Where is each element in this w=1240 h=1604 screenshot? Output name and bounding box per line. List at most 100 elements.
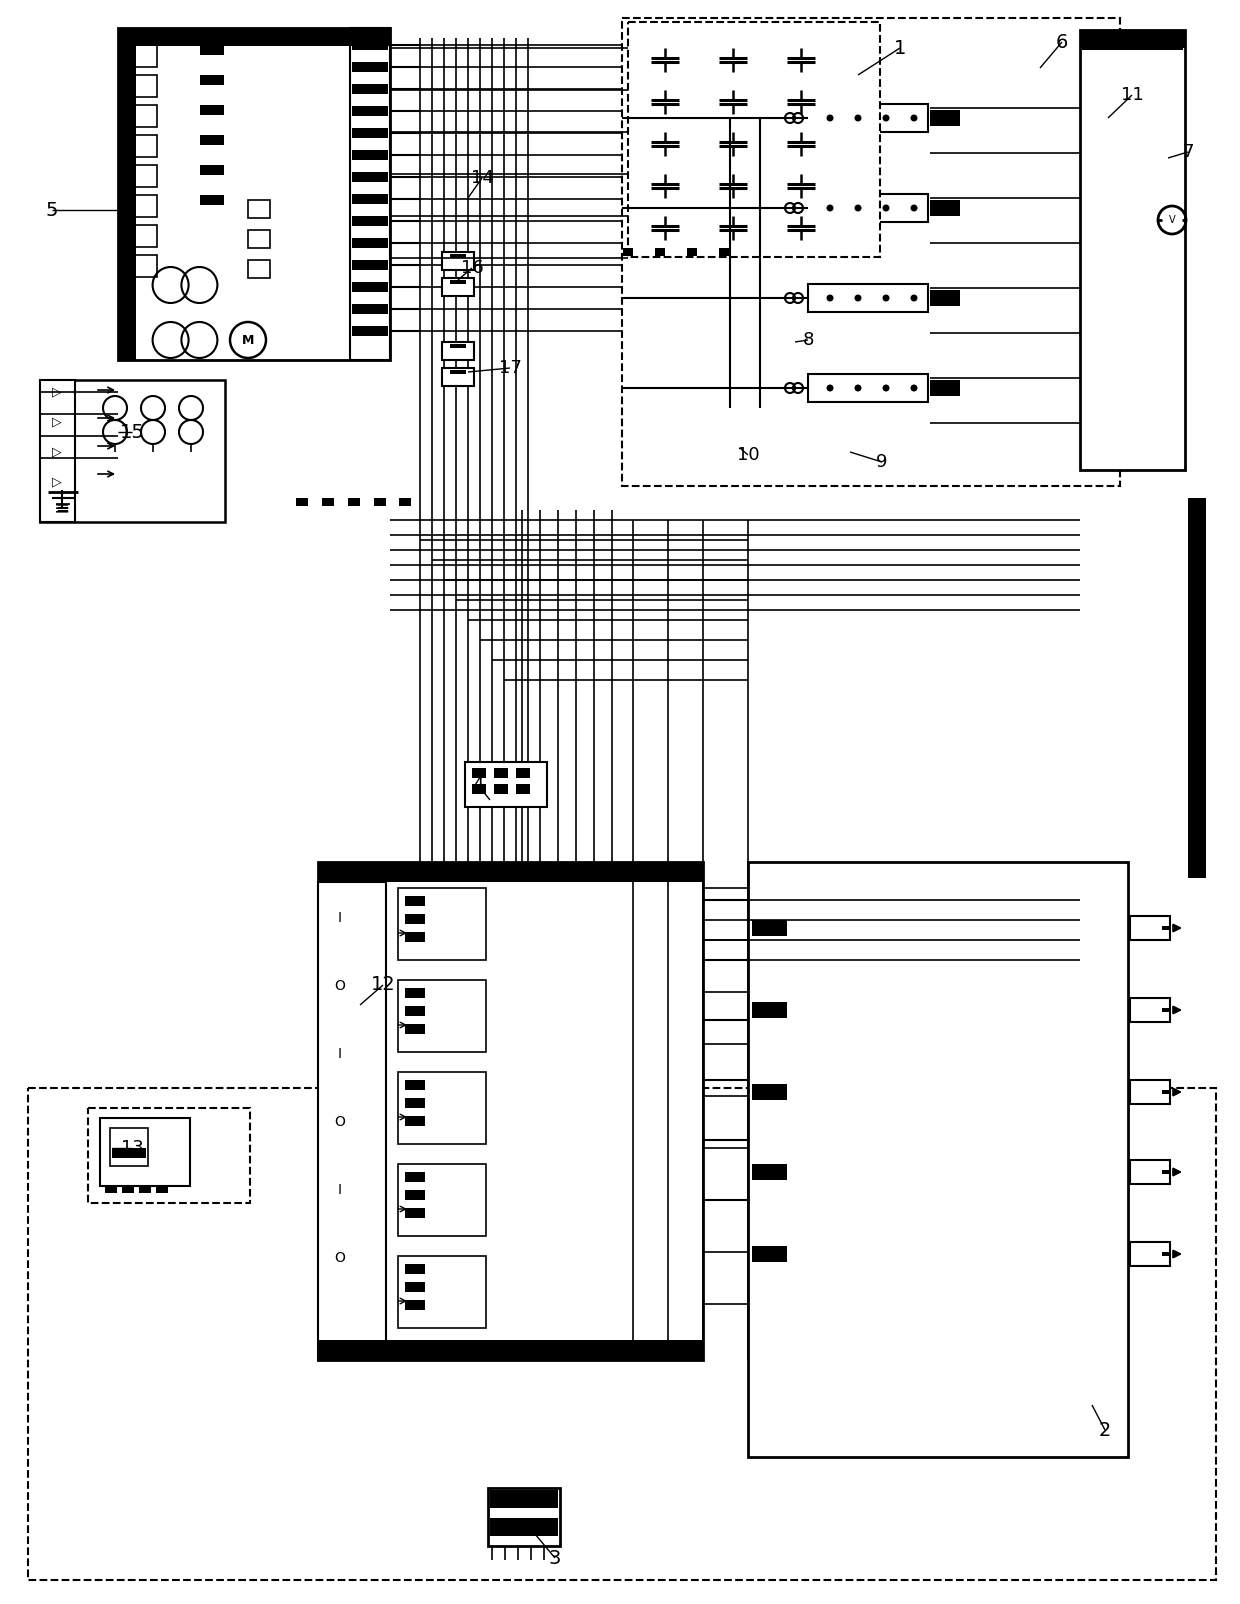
Bar — [930, 290, 960, 306]
Bar — [317, 882, 386, 1360]
Bar — [405, 1116, 425, 1126]
Bar — [135, 135, 157, 157]
Bar — [200, 75, 224, 85]
Circle shape — [883, 295, 889, 302]
Circle shape — [883, 114, 889, 122]
Bar — [405, 914, 425, 924]
Bar — [135, 196, 157, 217]
Bar — [930, 200, 960, 217]
Circle shape — [910, 204, 918, 212]
Bar — [135, 225, 157, 247]
Bar — [135, 165, 157, 188]
Bar — [405, 1006, 425, 1015]
Text: 14: 14 — [470, 168, 494, 188]
Text: O: O — [335, 1251, 346, 1266]
Bar — [808, 284, 928, 313]
Bar — [751, 1165, 787, 1181]
Bar — [450, 253, 466, 258]
Bar — [441, 342, 474, 359]
Circle shape — [827, 385, 833, 391]
Bar — [405, 1282, 425, 1291]
Bar — [622, 249, 632, 257]
Text: I: I — [339, 911, 342, 926]
Bar — [40, 380, 224, 521]
Circle shape — [854, 385, 862, 391]
Bar — [1162, 1253, 1171, 1256]
Circle shape — [854, 204, 862, 212]
Bar — [352, 326, 388, 335]
Circle shape — [883, 204, 889, 212]
Text: 11: 11 — [1121, 87, 1143, 104]
Bar — [405, 1079, 425, 1091]
Bar — [100, 1118, 190, 1185]
Text: 9: 9 — [877, 452, 888, 472]
Bar — [441, 252, 474, 269]
Text: ▷: ▷ — [52, 385, 62, 398]
Bar — [622, 18, 1120, 486]
Bar — [398, 980, 486, 1052]
Bar — [112, 1148, 146, 1158]
Bar — [1188, 497, 1207, 877]
Bar — [352, 237, 388, 249]
Circle shape — [910, 114, 918, 122]
Bar — [248, 200, 270, 218]
Bar — [105, 1185, 117, 1193]
Bar — [352, 106, 388, 115]
Bar — [248, 260, 270, 277]
Bar — [1162, 1169, 1171, 1174]
Text: 12: 12 — [371, 975, 396, 994]
Bar — [751, 1084, 787, 1100]
Text: I: I — [339, 1047, 342, 1060]
Bar — [200, 165, 224, 175]
Text: 16: 16 — [460, 258, 484, 277]
Circle shape — [827, 114, 833, 122]
Bar — [450, 281, 466, 284]
Bar — [1080, 30, 1185, 48]
Bar — [405, 1264, 425, 1274]
Text: 15: 15 — [119, 422, 144, 441]
Text: ▷: ▷ — [52, 446, 62, 459]
Circle shape — [827, 204, 833, 212]
Bar — [405, 932, 425, 942]
Bar — [472, 768, 486, 778]
Bar — [348, 497, 360, 505]
Bar — [655, 249, 665, 257]
Bar — [808, 194, 928, 221]
Bar — [687, 249, 697, 257]
Bar — [1130, 1160, 1171, 1184]
Text: 8: 8 — [802, 330, 813, 350]
Text: 7: 7 — [1182, 143, 1194, 160]
Bar — [248, 229, 270, 249]
Bar — [135, 45, 157, 67]
Text: ▷: ▷ — [52, 475, 62, 489]
Bar — [135, 255, 157, 277]
Bar — [516, 784, 529, 794]
Bar — [122, 1185, 134, 1193]
Bar — [29, 1088, 1216, 1580]
Bar — [118, 27, 136, 359]
Bar — [472, 784, 486, 794]
Bar — [1083, 32, 1183, 50]
Bar — [719, 249, 729, 257]
Text: I: I — [339, 1184, 342, 1197]
Bar — [627, 22, 880, 257]
Bar — [317, 1339, 703, 1360]
Text: 4: 4 — [472, 776, 484, 794]
Bar — [441, 367, 474, 387]
Text: 1: 1 — [894, 38, 906, 58]
Bar — [748, 861, 1128, 1456]
Bar — [350, 27, 391, 359]
Bar — [40, 380, 74, 521]
Text: O: O — [335, 978, 346, 993]
Circle shape — [883, 385, 889, 391]
Bar — [135, 104, 157, 127]
Bar — [450, 371, 466, 374]
Text: 3: 3 — [549, 1548, 562, 1567]
Bar — [322, 497, 334, 505]
Bar — [808, 374, 928, 403]
Bar — [398, 1256, 486, 1328]
Bar — [135, 75, 157, 96]
Bar — [200, 45, 224, 55]
Circle shape — [910, 385, 918, 391]
Bar — [751, 921, 787, 937]
